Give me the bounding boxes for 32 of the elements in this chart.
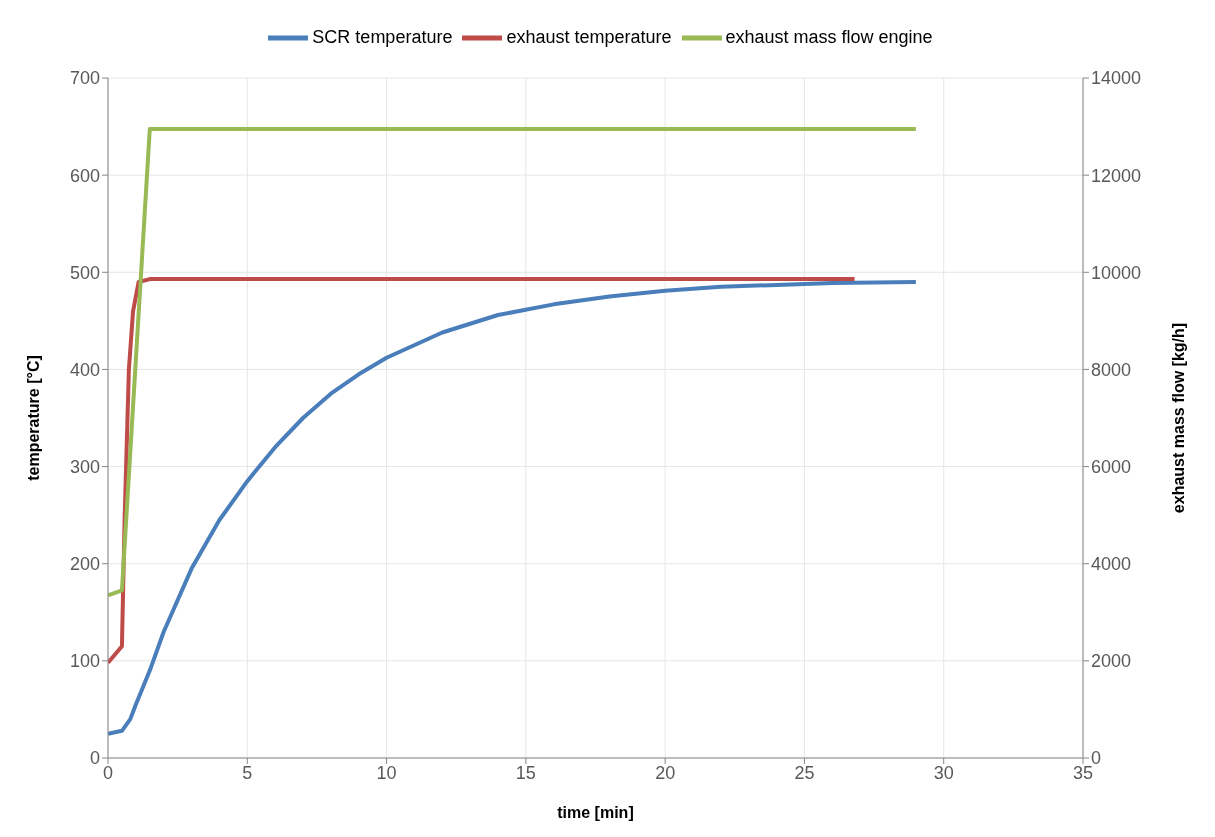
y-tick-label: 0 — [89, 748, 100, 769]
y-tick-label: 500 — [69, 262, 100, 283]
y-tick-label: 700 — [69, 68, 100, 89]
y-tick-label: 300 — [69, 456, 100, 477]
legend-label: exhaust mass flow engine — [725, 26, 933, 47]
legend-label: SCR temperature — [312, 26, 453, 47]
x-tick-label: 35 — [1072, 762, 1094, 783]
x-axis-title: time [min] — [557, 804, 634, 821]
y2-tick-label: 4000 — [1091, 554, 1132, 575]
y2-tick-label: 10000 — [1091, 262, 1142, 283]
legend-label: exhaust temperature — [506, 26, 672, 47]
x-tick-label: 25 — [794, 762, 815, 783]
y2-axis-title: exhaust mass flow [kg/h] — [1169, 322, 1187, 514]
y2-tick-label: 12000 — [1091, 165, 1142, 186]
x-tick-label: 5 — [242, 762, 253, 783]
y2-tick-label: 0 — [1091, 748, 1102, 769]
y2-tick-label: 6000 — [1091, 456, 1132, 477]
y-tick-label: 100 — [69, 651, 100, 672]
x-tick-label: 20 — [655, 762, 676, 783]
y2-tick-label: 14000 — [1091, 68, 1142, 89]
y-tick-label: 600 — [69, 165, 100, 186]
x-tick-label: 30 — [933, 762, 954, 783]
y-tick-label: 400 — [69, 359, 100, 380]
x-tick-label: 10 — [376, 762, 397, 783]
x-tick-label: 15 — [515, 762, 536, 783]
y2-tick-label: 8000 — [1091, 359, 1132, 380]
line-series — [108, 277, 857, 665]
line-series — [108, 280, 918, 736]
y2-tick-label: 2000 — [1091, 651, 1132, 672]
x-tick-label: 0 — [102, 762, 114, 783]
y-axis-title: temperature [°C] — [24, 355, 42, 481]
y-tick-label: 200 — [69, 554, 100, 575]
